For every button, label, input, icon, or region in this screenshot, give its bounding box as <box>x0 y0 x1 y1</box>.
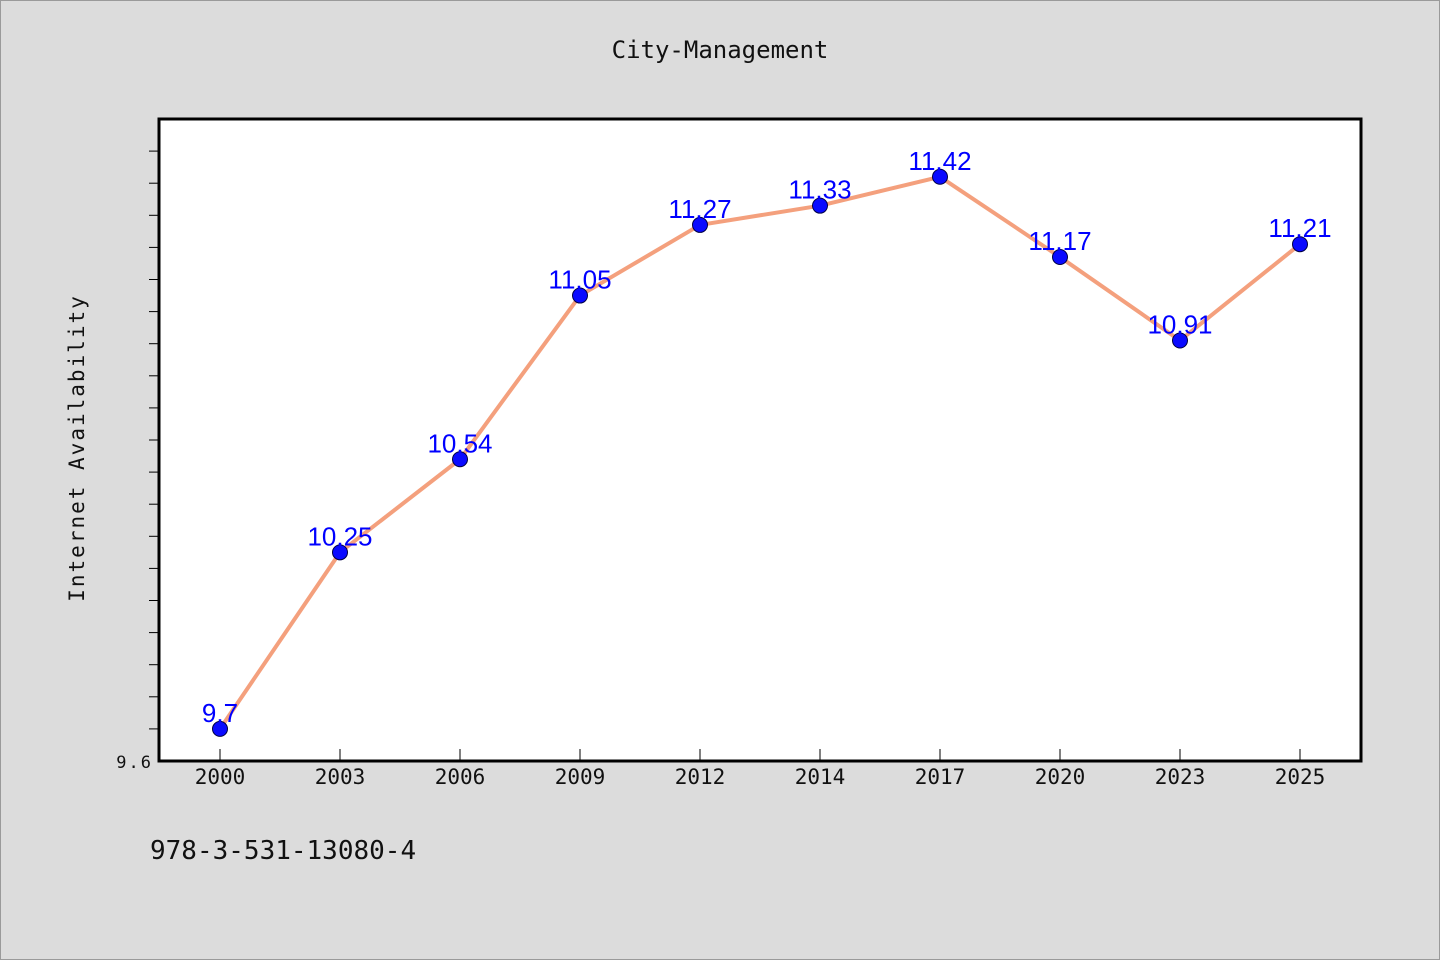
data-label: 9.7 <box>202 698 238 728</box>
series-markers <box>212 168 1308 737</box>
footer-code: 978-3-531-13080-4 <box>150 836 417 866</box>
data-label: 11.17 <box>1028 226 1091 256</box>
data-label: 11.27 <box>668 194 731 224</box>
x-tick-label: 2000 <box>195 765 246 789</box>
data-label: 11.05 <box>548 265 611 295</box>
y-axis-ticks: 9.6 <box>116 150 159 773</box>
data-label: 10.25 <box>307 521 372 551</box>
x-tick-label: 2020 <box>1035 765 1086 789</box>
x-tick-label: 2012 <box>675 765 726 789</box>
data-point <box>572 287 588 304</box>
y-tick-label: 9.6 <box>116 753 153 773</box>
x-tick-label: 2025 <box>1275 765 1326 789</box>
x-tick-label: 2006 <box>435 765 486 789</box>
data-labels: 9.7 10.25 10.54 11.05 11.27 11.33 11.42 11.17 10… <box>202 146 1332 728</box>
data-label: 11.21 <box>1268 213 1331 243</box>
x-tick-label: 2017 <box>915 765 966 789</box>
plot-area <box>157 117 1363 763</box>
data-point <box>812 197 828 214</box>
x-tick-label: 2009 <box>555 765 606 789</box>
x-tick-label: 2023 <box>1155 765 1206 789</box>
data-point <box>1052 249 1068 266</box>
data-label: 11.33 <box>788 175 851 205</box>
data-point <box>332 544 348 561</box>
data-point <box>932 168 948 185</box>
data-point <box>212 720 228 737</box>
x-tick-label: 2014 <box>795 765 846 789</box>
data-point <box>452 451 468 468</box>
x-tick-label: 2003 <box>315 765 366 789</box>
series-line <box>218 174 1302 731</box>
y-axis-label: Internet Availability <box>65 294 89 602</box>
data-point <box>1292 236 1308 253</box>
data-label: 11.42 <box>908 146 971 176</box>
data-point <box>1172 332 1188 349</box>
x-axis-ticks: 2000 2003 2006 2009 2012 2014 2017 2020 2023 2025 <box>195 749 1326 789</box>
data-point <box>692 216 708 233</box>
chart-title: City-Management <box>611 36 829 64</box>
data-label: 10.54 <box>427 428 492 458</box>
data-label: 10.91 <box>1147 309 1212 339</box>
